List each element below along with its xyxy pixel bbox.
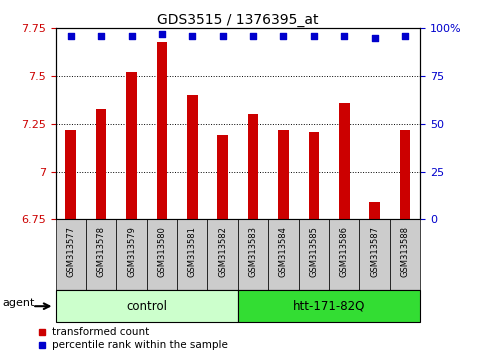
Point	[280, 33, 287, 39]
Bar	[65, 130, 76, 219]
Point	[341, 33, 348, 39]
Text: GSM313586: GSM313586	[340, 226, 349, 277]
Bar	[359, 219, 390, 290]
Point	[97, 33, 105, 39]
Bar	[268, 219, 298, 290]
Bar	[208, 219, 238, 290]
Text: GSM313583: GSM313583	[249, 226, 257, 277]
Bar	[369, 202, 380, 219]
Bar	[156, 42, 167, 219]
Point	[128, 33, 135, 39]
Bar	[217, 135, 228, 219]
Bar	[309, 132, 319, 219]
Bar	[248, 114, 258, 219]
Bar	[187, 95, 198, 219]
Text: GSM313587: GSM313587	[370, 226, 379, 277]
Text: control: control	[126, 300, 167, 313]
Point	[249, 33, 257, 39]
Text: GSM313585: GSM313585	[309, 226, 318, 277]
Text: GSM313580: GSM313580	[157, 226, 167, 277]
Point	[67, 33, 74, 39]
Bar	[86, 219, 116, 290]
Bar	[390, 219, 420, 290]
Text: GSM313588: GSM313588	[400, 226, 410, 277]
Point	[188, 33, 196, 39]
Text: GSM313584: GSM313584	[279, 226, 288, 277]
Bar	[177, 219, 208, 290]
Bar	[96, 109, 106, 219]
Bar	[400, 130, 411, 219]
Bar	[339, 103, 350, 219]
Legend: transformed count, percentile rank within the sample: transformed count, percentile rank withi…	[38, 327, 227, 350]
Point	[401, 33, 409, 39]
Title: GDS3515 / 1376395_at: GDS3515 / 1376395_at	[157, 13, 319, 27]
Bar	[329, 219, 359, 290]
Bar	[238, 290, 420, 322]
Point	[310, 33, 318, 39]
Text: GSM313577: GSM313577	[66, 226, 75, 277]
Text: GSM313578: GSM313578	[97, 226, 106, 277]
Text: agent: agent	[3, 298, 35, 308]
Text: GSM313581: GSM313581	[188, 226, 197, 277]
Point	[158, 31, 166, 37]
Bar	[116, 219, 147, 290]
Bar	[298, 219, 329, 290]
Bar	[126, 72, 137, 219]
Bar	[56, 290, 238, 322]
Text: htt-171-82Q: htt-171-82Q	[293, 300, 365, 313]
Point	[219, 33, 227, 39]
Point	[371, 35, 379, 41]
Text: GSM313582: GSM313582	[218, 226, 227, 277]
Bar	[238, 219, 268, 290]
Text: GSM313579: GSM313579	[127, 226, 136, 277]
Bar	[56, 219, 86, 290]
Bar	[278, 130, 289, 219]
Bar	[147, 219, 177, 290]
